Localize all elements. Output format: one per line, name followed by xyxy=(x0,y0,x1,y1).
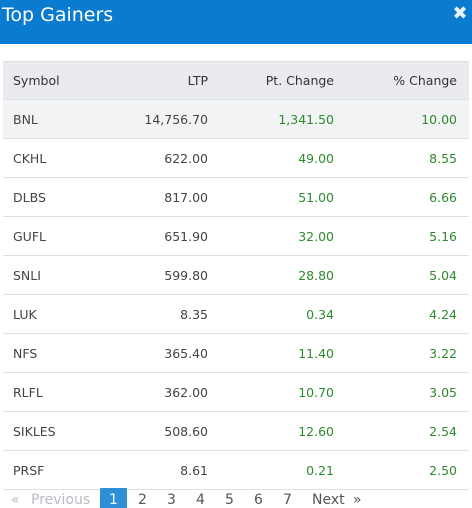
pt-change-cell: 10.70 xyxy=(298,384,334,400)
previous-button[interactable]: Previous xyxy=(31,492,91,508)
column-header-pct-change[interactable]: % Change xyxy=(344,61,469,100)
pt-change-cell: 1,341.50 xyxy=(278,111,334,127)
page-button-7[interactable]: 7 xyxy=(283,492,292,508)
pct-change-cell: 6.66 xyxy=(429,189,457,205)
symbol-cell[interactable]: SIKLES xyxy=(13,423,56,439)
pt-change-cell: 28.80 xyxy=(298,267,334,283)
symbol-cell[interactable]: BNL xyxy=(13,111,38,127)
table-header: Symbol LTP Pt. Change % Change xyxy=(3,61,469,100)
column-header-symbol[interactable]: Symbol xyxy=(3,61,113,100)
table-row[interactable]: BNL 14,756.70 1,341.50 10.00 xyxy=(3,99,469,139)
pct-change-cell: 3.22 xyxy=(429,345,457,361)
pt-change-cell: 0.21 xyxy=(306,462,334,478)
symbol-cell[interactable]: SNLI xyxy=(13,267,41,283)
gainers-table-container: Symbol LTP Pt. Change % Change BNL 14,756… xyxy=(3,61,469,490)
table-row[interactable]: RLFL 362.00 10.70 3.05 xyxy=(3,373,469,412)
pt-change-cell: 12.60 xyxy=(298,423,334,439)
symbol-cell[interactable]: NFS xyxy=(13,345,38,361)
ltp-cell: 622.00 xyxy=(164,150,208,166)
table-row[interactable]: NFS 365.40 11.40 3.22 xyxy=(3,334,469,373)
ltp-cell: 817.00 xyxy=(164,189,208,205)
table-row[interactable]: CKHL 622.00 49.00 8.55 xyxy=(3,139,469,178)
table-row[interactable]: PRSF 8.61 0.21 2.50 xyxy=(3,451,469,490)
ltp-cell: 14,756.70 xyxy=(144,111,208,127)
header-row: Symbol LTP Pt. Change % Change xyxy=(3,61,469,100)
table-body: BNL 14,756.70 1,341.50 10.00 CKHL 622.00 49.00… xyxy=(3,99,469,490)
table-row[interactable]: LUK 8.35 0.34 4.24 xyxy=(3,295,469,334)
symbol-cell[interactable]: CKHL xyxy=(13,150,47,166)
page-button-5[interactable]: 5 xyxy=(225,492,234,508)
symbol-cell[interactable]: DLBS xyxy=(13,189,46,205)
page-button-2[interactable]: 2 xyxy=(138,492,147,508)
table-row[interactable]: GUFL 651.90 32.00 5.16 xyxy=(3,217,469,256)
pct-change-cell: 2.50 xyxy=(429,462,457,478)
pct-change-cell: 5.04 xyxy=(429,267,457,283)
symbol-cell[interactable]: PRSF xyxy=(13,462,45,478)
page-button-1[interactable]: 1 xyxy=(100,488,127,508)
ltp-cell: 8.61 xyxy=(180,462,208,478)
pct-change-cell: 4.24 xyxy=(429,306,457,322)
pct-change-cell: 2.54 xyxy=(429,423,457,439)
dialog-header: Top Gainers ✖ xyxy=(0,0,472,44)
ltp-cell: 362.00 xyxy=(164,384,208,400)
ltp-cell: 651.90 xyxy=(164,228,208,244)
pct-change-cell: 10.00 xyxy=(421,111,457,127)
pt-change-cell: 0.34 xyxy=(306,306,334,322)
pt-change-cell: 32.00 xyxy=(298,228,334,244)
column-header-pt-change[interactable]: Pt. Change xyxy=(218,61,344,100)
table-row[interactable]: DLBS 817.00 51.00 6.66 xyxy=(3,178,469,217)
prev-arrow-icon: « xyxy=(11,492,20,508)
gainers-table: Symbol LTP Pt. Change % Change BNL 14,756… xyxy=(3,61,469,490)
ltp-cell: 365.40 xyxy=(164,345,208,361)
pct-change-cell: 8.55 xyxy=(429,150,457,166)
pct-change-cell: 5.16 xyxy=(429,228,457,244)
next-button[interactable]: Next xyxy=(312,492,345,508)
page-button-6[interactable]: 6 xyxy=(254,492,263,508)
pct-change-cell: 3.05 xyxy=(429,384,457,400)
next-arrow-icon[interactable]: » xyxy=(353,492,362,508)
pt-change-cell: 49.00 xyxy=(298,150,334,166)
dialog-title: Top Gainers xyxy=(2,4,114,26)
table-row[interactable]: SNLI 599.80 28.80 5.04 xyxy=(3,256,469,295)
pagination: « Previous 1 2 3 4 5 6 7 Next » xyxy=(0,488,472,508)
ltp-cell: 599.80 xyxy=(164,267,208,283)
symbol-cell[interactable]: RLFL xyxy=(13,384,43,400)
page-button-4[interactable]: 4 xyxy=(196,492,205,508)
ltp-cell: 8.35 xyxy=(180,306,208,322)
ltp-cell: 508.60 xyxy=(164,423,208,439)
symbol-cell[interactable]: GUFL xyxy=(13,228,46,244)
pt-change-cell: 11.40 xyxy=(298,345,334,361)
page-button-3[interactable]: 3 xyxy=(167,492,176,508)
table-row[interactable]: SIKLES 508.60 12.60 2.54 xyxy=(3,412,469,451)
close-icon[interactable]: ✖ xyxy=(452,3,468,24)
column-header-ltp[interactable]: LTP xyxy=(113,61,218,100)
symbol-cell[interactable]: LUK xyxy=(13,306,37,322)
pt-change-cell: 51.00 xyxy=(298,189,334,205)
